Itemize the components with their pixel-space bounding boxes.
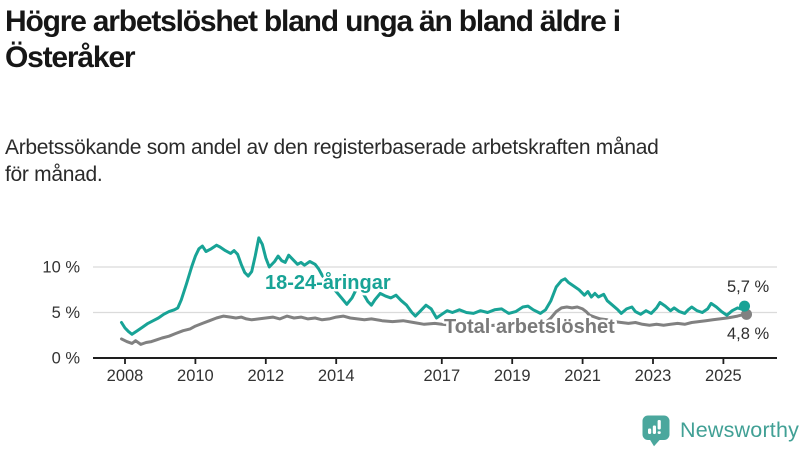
newsworthy-logo[interactable]: Newsworthy — [641, 413, 799, 447]
series-end-value-label: 5,7 % — [727, 278, 770, 296]
chart-title: Högre arbetslöshet bland unga än bland ä… — [5, 4, 785, 76]
series-inline-label: 18-24-åringar — [265, 271, 391, 294]
series-end-value-label: 4,8 % — [727, 325, 770, 343]
chart-subtitle: Arbetssökande som andel av den registerb… — [5, 134, 795, 188]
y-tick-label: 5 % — [52, 304, 81, 322]
x-tick-label: 2012 — [247, 367, 284, 385]
series-line-total-arbetsl-shet — [120, 305, 746, 346]
x-tick-label: 2014 — [318, 367, 355, 385]
x-tick-label: 2023 — [635, 367, 672, 385]
logo-exclamation-bar — [657, 419, 661, 429]
y-tick-label: 10 % — [42, 259, 80, 277]
logo-bar-short — [648, 428, 652, 434]
y-tick-label: 0 % — [52, 350, 81, 368]
x-tick-label: 2019 — [494, 367, 531, 385]
x-tick-label: 2017 — [423, 367, 460, 385]
x-tick-label: 2010 — [177, 367, 214, 385]
series-end-dot — [739, 300, 751, 312]
chart-title-line-1: Högre arbetslöshet bland unga än bland ä… — [5, 5, 621, 38]
chart-subtitle-line-2: för månad. — [5, 163, 103, 186]
chart-title-line-2: Österåker — [5, 41, 136, 74]
x-tick-label: 2008 — [107, 367, 144, 385]
logo-bar-tall — [652, 425, 656, 434]
newsworthy-wordmark: Newsworthy — [680, 417, 800, 442]
series-inline-label: Total arbetslöshet — [444, 316, 615, 338]
logo-exclamation-dot — [657, 430, 661, 434]
x-tick-label: 2025 — [705, 367, 742, 385]
series-line-18-24-ringar — [120, 236, 746, 336]
x-tick-label: 2021 — [564, 367, 601, 385]
chart-subtitle-line-1: Arbetssökande som andel av den registerb… — [5, 136, 659, 159]
newsworthy-icon — [642, 415, 670, 446]
